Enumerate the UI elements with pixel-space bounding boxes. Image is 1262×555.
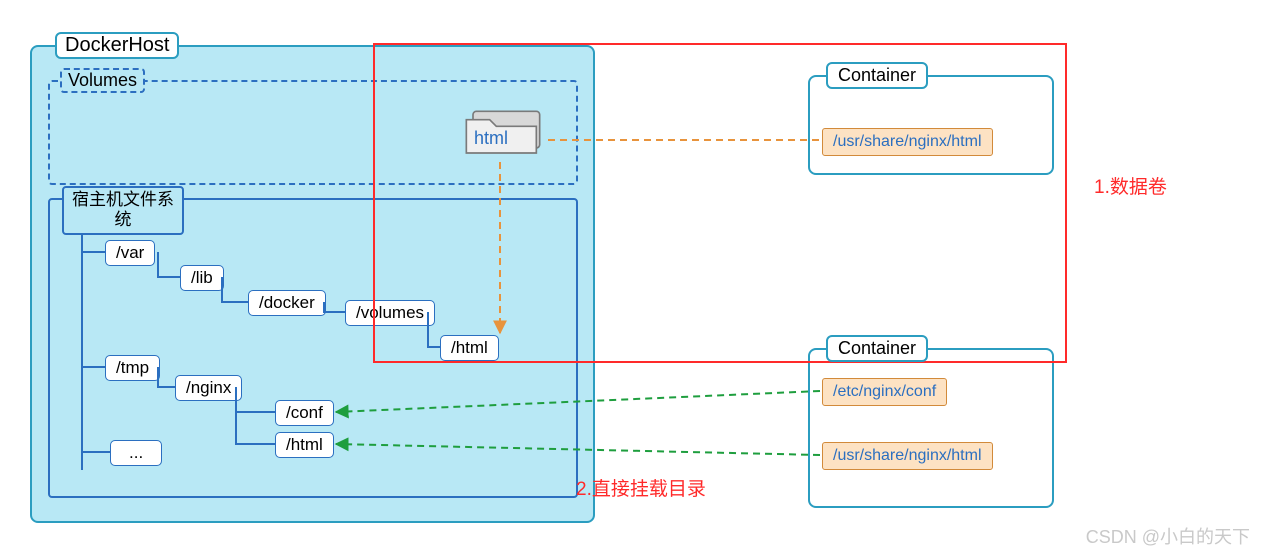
folder-label: html (474, 128, 508, 149)
node-conf: /conf (275, 400, 334, 426)
volumes-label: Volumes (60, 68, 145, 93)
node-etc: ... (110, 440, 162, 466)
node-lib: /lib (180, 265, 224, 291)
container-1-label: Container (826, 62, 928, 89)
node-var: /var (105, 240, 155, 266)
annotation-2: 2.直接挂载目录 (576, 474, 706, 501)
container-2-box (808, 348, 1054, 508)
container-1-box (808, 75, 1054, 175)
container-2-label: Container (826, 335, 928, 362)
node-html2: /html (275, 432, 334, 458)
diagram-canvas: DockerHost Volumes html 宿主机文件系统 /var /li… (0, 0, 1262, 555)
node-nginx: /nginx (175, 375, 242, 401)
node-html: /html (440, 335, 499, 361)
container-1-path-1: /usr/share/nginx/html (822, 128, 993, 156)
annotation-1: 1.数据卷 (1094, 172, 1167, 199)
container-2-path-1: /etc/nginx/conf (822, 378, 947, 406)
hostfs-label: 宿主机文件系统 (62, 186, 184, 235)
dockerhost-label: DockerHost (55, 32, 179, 59)
node-tmp: /tmp (105, 355, 160, 381)
watermark: CSDN @小白的天下 (1086, 523, 1250, 549)
container-2-path-2: /usr/share/nginx/html (822, 442, 993, 470)
node-docker: /docker (248, 290, 326, 316)
node-volumes: /volumes (345, 300, 435, 326)
